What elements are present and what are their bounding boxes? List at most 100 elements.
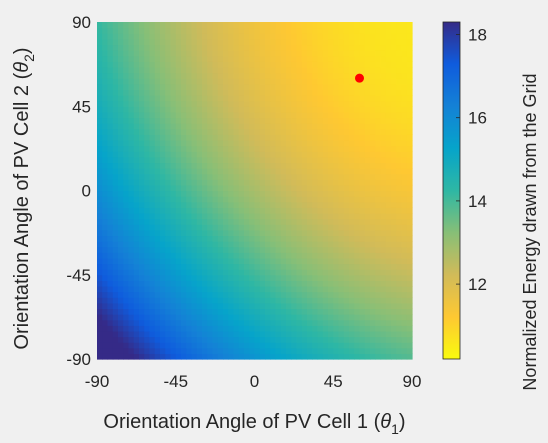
heatmap-cell xyxy=(265,83,271,90)
heatmap-cell xyxy=(296,27,303,34)
heatmap-cell xyxy=(175,27,182,34)
heatmap-cell xyxy=(244,106,250,113)
heatmap-cell xyxy=(202,134,208,141)
heatmap-cell xyxy=(196,168,203,175)
heatmap-cell xyxy=(123,235,130,242)
heatmap-cell xyxy=(149,274,156,281)
heatmap-cell xyxy=(312,336,319,343)
heatmap-cell xyxy=(244,151,250,158)
heatmap-cell xyxy=(391,207,397,214)
heatmap-cell xyxy=(401,280,408,287)
heatmap-cell xyxy=(144,336,151,343)
heatmap-cell xyxy=(280,302,287,310)
heatmap-cell xyxy=(186,291,193,298)
heatmap-cell xyxy=(307,308,313,315)
heatmap-cell xyxy=(133,139,140,147)
heatmap-cell xyxy=(133,252,140,259)
heatmap-cell xyxy=(170,353,177,360)
heatmap-cell xyxy=(259,50,266,57)
heatmap-cell xyxy=(354,291,361,298)
heatmap-cell xyxy=(102,134,109,141)
heatmap-cell xyxy=(396,128,403,135)
heatmap-cell xyxy=(343,151,350,158)
heatmap-cell xyxy=(165,162,172,169)
heatmap-cell xyxy=(181,106,187,113)
heatmap-cell xyxy=(380,33,387,40)
heatmap-cell xyxy=(139,302,145,310)
heatmap-cell xyxy=(217,55,224,62)
heatmap-cell xyxy=(244,162,250,169)
heatmap-cell xyxy=(406,224,413,231)
heatmap-cell xyxy=(286,308,292,315)
heatmap-cell xyxy=(265,55,271,62)
heatmap-cell xyxy=(328,280,334,287)
heatmap-cell xyxy=(259,173,266,180)
heatmap-cell xyxy=(396,336,403,343)
heatmap-cell xyxy=(359,22,366,29)
heatmap-cell xyxy=(275,72,282,79)
heatmap-cell xyxy=(196,252,203,259)
heatmap-cell xyxy=(317,72,324,79)
heatmap-cell xyxy=(349,257,355,265)
heatmap-cell xyxy=(123,285,130,293)
heatmap-cell xyxy=(391,33,397,40)
heatmap-cell xyxy=(212,246,219,253)
heatmap-cell xyxy=(396,302,403,310)
heatmap-cell xyxy=(170,314,177,321)
heatmap-cell xyxy=(97,72,103,79)
heatmap-cell xyxy=(396,325,403,332)
heatmap-cell xyxy=(375,297,382,304)
heatmap-cell xyxy=(244,123,250,130)
heatmap-cell xyxy=(401,212,408,220)
heatmap-cell xyxy=(165,83,172,90)
heatmap-cell xyxy=(107,139,114,147)
heatmap-cell xyxy=(254,190,261,197)
heatmap-cell xyxy=(165,196,172,203)
heatmap-cell xyxy=(270,128,277,135)
heatmap-cell xyxy=(391,95,397,102)
heatmap-cell xyxy=(238,308,245,315)
heatmap-cell xyxy=(265,33,271,40)
heatmap-cell xyxy=(133,319,140,326)
heatmap-cell xyxy=(380,50,387,57)
heatmap-cell xyxy=(359,257,366,265)
heatmap-cell xyxy=(181,162,187,169)
heatmap-cell xyxy=(286,314,292,321)
heatmap-cell xyxy=(139,336,145,343)
heatmap-cell xyxy=(133,257,140,265)
heatmap-cell xyxy=(349,314,355,321)
heatmap-cell xyxy=(349,27,355,34)
x-tick-label: -45 xyxy=(163,372,188,391)
heatmap-cell xyxy=(312,78,319,85)
heatmap-cell xyxy=(202,61,208,68)
y-tick-label: 0 xyxy=(82,182,91,201)
heatmap-cell xyxy=(370,285,376,293)
heatmap-cell xyxy=(322,44,329,51)
heatmap-cell xyxy=(364,252,371,259)
heatmap-cell xyxy=(291,336,298,343)
heatmap-cell xyxy=(238,179,245,186)
heatmap-cell xyxy=(333,184,340,192)
heatmap-cell xyxy=(354,314,361,321)
heatmap-cell xyxy=(307,61,313,68)
heatmap-cell xyxy=(102,128,109,135)
heatmap-cell xyxy=(139,145,145,152)
heatmap-cell xyxy=(275,179,282,186)
heatmap-cell xyxy=(380,134,387,141)
heatmap-cell xyxy=(396,151,403,158)
heatmap-cell xyxy=(186,128,193,135)
heatmap-cell xyxy=(228,285,235,293)
heatmap-cell xyxy=(102,297,109,304)
heatmap-cell xyxy=(396,207,403,214)
heatmap-cell xyxy=(391,61,397,68)
heatmap-cell xyxy=(207,128,214,135)
heatmap-cell xyxy=(118,212,124,220)
heatmap-cell xyxy=(144,285,151,293)
heatmap-cell xyxy=(249,38,256,46)
heatmap-cell xyxy=(97,224,103,231)
heatmap-cell xyxy=(301,190,308,197)
heatmap-cell xyxy=(133,95,140,102)
heatmap-cell xyxy=(296,347,303,354)
heatmap-cell xyxy=(301,173,308,180)
heatmap-cell xyxy=(286,168,292,175)
